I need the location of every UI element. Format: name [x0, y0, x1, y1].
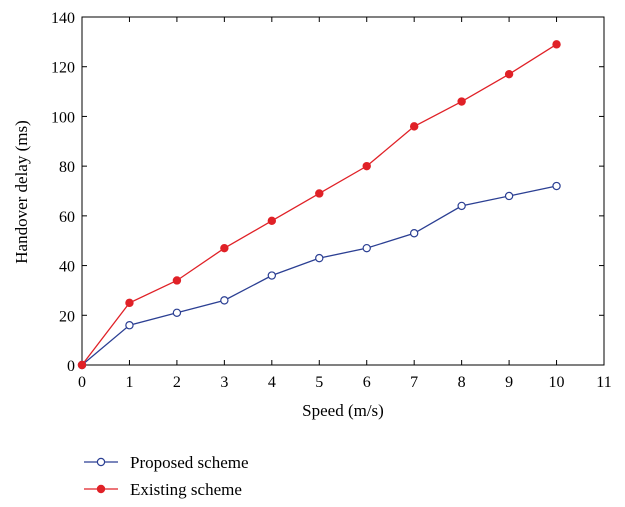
data-point: [172, 308, 182, 317]
x-tick-label: 0: [78, 374, 86, 391]
x-tick-label: 8: [458, 374, 466, 391]
y-tick-label: 60: [59, 209, 75, 226]
data-point: [409, 122, 419, 131]
series-lines: [77, 40, 561, 370]
y-tick-label: 40: [59, 259, 75, 276]
series-proposed-scheme: [77, 181, 561, 370]
x-tick-label: 5: [315, 374, 323, 391]
x-tick-label: 7: [410, 374, 418, 391]
x-tick-label: 11: [596, 374, 611, 391]
x-axis-title: Speed (m/s): [302, 401, 384, 420]
legend-item: Existing scheme: [84, 480, 242, 499]
data-point: [125, 298, 134, 308]
data-point: [315, 189, 324, 198]
data-point: [220, 243, 229, 253]
x-tick-label: 2: [173, 374, 181, 391]
y-tick-label: 100: [51, 109, 75, 126]
data-point: [172, 276, 182, 285]
data-point: [409, 229, 419, 238]
legend-label: Proposed scheme: [130, 453, 249, 472]
series-existing-scheme: [77, 40, 561, 370]
x-tick-label: 6: [363, 374, 371, 391]
legend-label: Existing scheme: [130, 480, 242, 499]
data-point: [362, 161, 371, 171]
data-point: [457, 201, 466, 211]
series-line: [81, 43, 557, 366]
data-point: [267, 271, 277, 280]
data-point: [315, 253, 324, 263]
x-tick-label: 3: [220, 374, 228, 391]
y-tick-label: 80: [59, 159, 75, 176]
x-tick-label: 4: [268, 374, 276, 391]
data-point: [552, 40, 561, 49]
y-tick-label: 0: [67, 358, 75, 375]
y-tick-label: 120: [51, 60, 75, 77]
x-tick-label: 1: [125, 374, 133, 391]
data-point: [220, 296, 229, 305]
legend-marker: [96, 457, 106, 467]
y-tick-label: 20: [59, 308, 75, 325]
data-point: [504, 191, 514, 201]
data-point: [552, 181, 561, 191]
plot-frame: [81, 16, 605, 366]
data-point: [457, 97, 466, 106]
series-line: [81, 185, 557, 366]
x-tick-label: 9: [505, 374, 513, 391]
y-axis-title: Handover delay (ms): [12, 120, 31, 264]
y-tick-label: 140: [51, 10, 75, 27]
data-point: [125, 321, 134, 330]
legend: Proposed scheme Existing scheme: [84, 453, 249, 499]
data-point: [504, 69, 514, 79]
legend-item: Proposed scheme: [84, 453, 249, 472]
data-point: [267, 216, 277, 226]
x-tick-label: 10: [549, 374, 565, 391]
legend-marker: [96, 484, 106, 494]
data-point: [362, 243, 371, 253]
axes: 0 1 2 3 4 5 6 7 8 9 10 11 0 20 40 60 80 100 120 140: [51, 10, 612, 391]
data-point: [77, 360, 87, 370]
